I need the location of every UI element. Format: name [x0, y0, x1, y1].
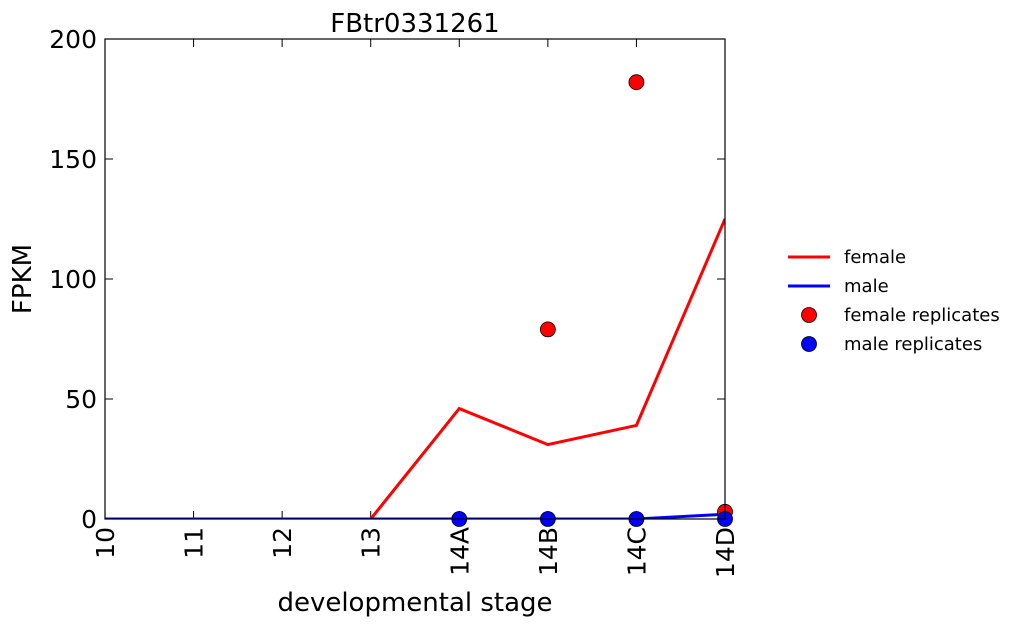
x-tick-label: 14B — [534, 527, 563, 576]
legend: female male female replicates male replicat… — [788, 247, 1000, 355]
legend-label: male replicates — [844, 334, 982, 355]
y-tick-label: 200 — [49, 25, 97, 54]
legend-swatch-marker — [801, 307, 817, 323]
data-point-female-replicates — [628, 74, 645, 91]
y-tick-label: 0 — [81, 505, 97, 534]
data-point-female-replicates — [539, 321, 556, 338]
x-tick-label: 12 — [268, 527, 297, 559]
x-tick-label: 14C — [622, 527, 651, 576]
x-tick-label: 14A — [445, 527, 474, 576]
legend-swatch-marker — [801, 336, 817, 352]
plot-area: 0 50 100 150 200 10 11 12 13 14A 14B 14C 14D — [49, 25, 740, 578]
y-tick-label: 150 — [49, 145, 97, 174]
x-tick-label: 10 — [91, 527, 120, 559]
y-axis-title: FPKM — [8, 244, 38, 314]
plot-frame — [104, 38, 726, 520]
legend-label: female — [844, 247, 906, 268]
x-axis-title: developmental stage — [277, 588, 552, 618]
chart-title: FBtr0331261 — [330, 9, 499, 39]
x-tick-label: 11 — [180, 527, 209, 559]
series-lines — [105, 218, 725, 519]
series-line-female — [105, 218, 725, 519]
x-tick-label: 13 — [357, 527, 386, 559]
x-tick-label: 14D — [711, 527, 740, 578]
y-tick-label: 50 — [65, 385, 97, 414]
legend-label: female replicates — [844, 305, 1000, 326]
legend-label: male — [844, 276, 889, 297]
y-tick-label: 100 — [49, 265, 97, 294]
